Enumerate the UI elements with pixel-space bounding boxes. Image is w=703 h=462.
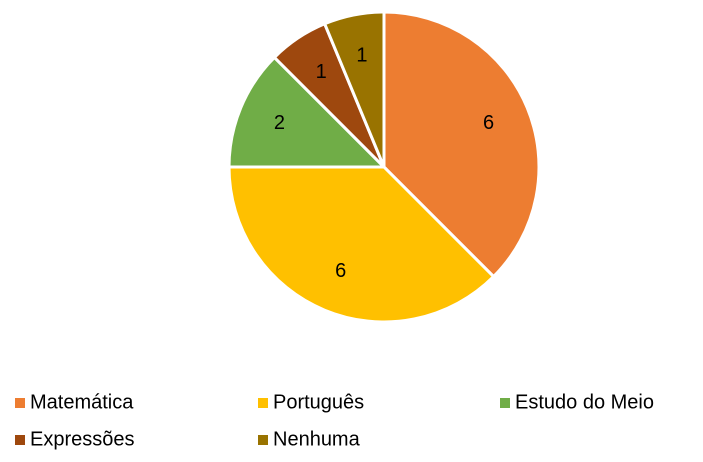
legend-swatch <box>15 398 25 408</box>
data-label: 6 <box>335 260 346 282</box>
legend-label: Nenhuma <box>273 428 361 450</box>
legend-label: Estudo do Meio <box>515 391 654 413</box>
data-label: 1 <box>316 61 327 83</box>
legend-swatch <box>258 435 268 445</box>
legend-label: Matemática <box>30 391 134 413</box>
data-label: 2 <box>274 112 285 134</box>
legend-label: Expressões <box>30 428 135 450</box>
legend-swatch <box>15 435 25 445</box>
legend-swatch <box>258 398 268 408</box>
pie-slice <box>322 10 386 168</box>
pie-slice <box>382 10 541 279</box>
pie-slice <box>227 165 496 324</box>
pie-slice <box>227 55 388 169</box>
data-label: 1 <box>356 44 367 66</box>
data-label: 6 <box>483 112 494 134</box>
legend-label: Português <box>273 391 364 413</box>
legend-swatch <box>500 398 510 408</box>
